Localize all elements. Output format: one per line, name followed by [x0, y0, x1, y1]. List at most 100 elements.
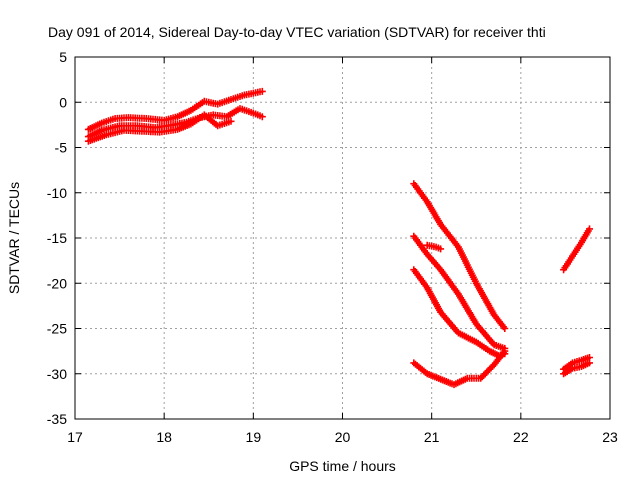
- y-tick-label: -15: [47, 230, 67, 246]
- grid-lines: [75, 57, 610, 419]
- x-axis-label: GPS time / hours: [289, 458, 396, 474]
- data-point: [562, 372, 565, 375]
- data-point: [580, 358, 583, 362]
- data-point: [562, 268, 565, 271]
- series-9: [560, 225, 593, 274]
- y-tick-label: -10: [47, 185, 67, 201]
- x-tick-label: 22: [513, 429, 529, 445]
- series-11: [560, 359, 593, 378]
- data-point: [457, 292, 460, 296]
- data-point: [162, 119, 166, 122]
- series-1: [84, 87, 266, 133]
- data-point: [100, 121, 103, 125]
- data-point: [176, 115, 179, 118]
- data-point: [426, 286, 429, 289]
- data-point: [203, 113, 206, 117]
- data-point: [216, 124, 219, 127]
- data-point: [212, 113, 215, 117]
- data-point: [439, 268, 442, 271]
- series-4: [410, 180, 509, 332]
- data-point: [140, 130, 144, 133]
- series-7: [423, 241, 445, 253]
- data-point: [434, 245, 438, 249]
- data-point: [118, 124, 121, 127]
- data-point: [426, 253, 429, 256]
- data-point: [261, 90, 264, 93]
- data-point: [216, 102, 219, 106]
- series-10: [560, 354, 593, 373]
- data-point: [203, 100, 206, 103]
- data-point: [426, 372, 429, 375]
- x-axis-ticks: 17 18 19 20 21 22 23: [67, 57, 618, 445]
- series-layer: [84, 87, 593, 389]
- data-point: [154, 126, 157, 129]
- y-tick-label: -25: [47, 321, 67, 337]
- data-point: [580, 365, 583, 368]
- series-4-markers: [410, 180, 509, 332]
- data-point: [503, 349, 506, 353]
- data-point: [136, 124, 139, 127]
- series-2: [84, 105, 266, 141]
- data-point: [439, 311, 442, 314]
- y-axis-label: SDTVAR / TECUs: [6, 182, 22, 294]
- data-point: [466, 377, 469, 380]
- data-point: [225, 115, 228, 118]
- y-tick-label: -5: [55, 140, 68, 156]
- data-point: [171, 123, 175, 127]
- data-point: [475, 322, 478, 326]
- data-point: [145, 117, 148, 120]
- data-point: [588, 356, 591, 359]
- data-point: [189, 122, 193, 126]
- data-point: [562, 368, 565, 371]
- data-point: [571, 361, 574, 365]
- x-tick-label: 21: [424, 429, 440, 445]
- data-point: [252, 111, 255, 115]
- data-point: [176, 128, 179, 131]
- data-point: [492, 313, 496, 317]
- data-point: [158, 130, 161, 134]
- data-point: [243, 93, 246, 97]
- data-point: [113, 117, 117, 120]
- y-tick-label: -35: [47, 411, 67, 427]
- data-point: [412, 361, 416, 365]
- y-tick-label: -20: [47, 275, 67, 291]
- data-point: [457, 331, 460, 335]
- series-3: [84, 111, 235, 145]
- y-tick-label: 0: [59, 94, 67, 110]
- x-tick-label: 19: [246, 429, 262, 445]
- data-point: [503, 327, 506, 330]
- data-point: [439, 223, 442, 226]
- chart-title: Day 091 of 2014, Sidereal Day-to-day VTE…: [48, 24, 546, 40]
- y-tick-label: -30: [47, 366, 67, 382]
- data-point: [122, 129, 126, 132]
- data-point: [492, 343, 496, 346]
- data-point: [588, 227, 591, 231]
- data-point: [229, 98, 233, 101]
- data-point: [412, 182, 416, 185]
- data-point: [87, 128, 90, 131]
- data-point: [426, 244, 429, 247]
- series-9-markers: [560, 225, 593, 274]
- data-point: [571, 254, 574, 258]
- data-point: [492, 363, 496, 366]
- data-point: [261, 115, 264, 118]
- data-point: [87, 135, 90, 138]
- data-point: [571, 367, 574, 370]
- data-point: [488, 349, 491, 353]
- data-point: [439, 377, 442, 381]
- y-axis-ticks: 5 0 -5 -10 -15 -20 -25 -30 -35: [47, 49, 610, 427]
- x-tick-label: 23: [602, 429, 618, 445]
- data-point: [127, 116, 130, 119]
- x-tick-label: 20: [335, 429, 351, 445]
- x-tick-label: 17: [67, 429, 83, 445]
- series-8: [410, 347, 509, 389]
- data-point: [426, 200, 429, 203]
- data-point: [588, 361, 591, 365]
- data-point: [580, 241, 583, 244]
- data-point: [238, 107, 242, 110]
- data-point: [100, 129, 103, 132]
- data-point: [87, 139, 90, 143]
- data-point: [457, 245, 460, 249]
- data-point: [189, 109, 193, 112]
